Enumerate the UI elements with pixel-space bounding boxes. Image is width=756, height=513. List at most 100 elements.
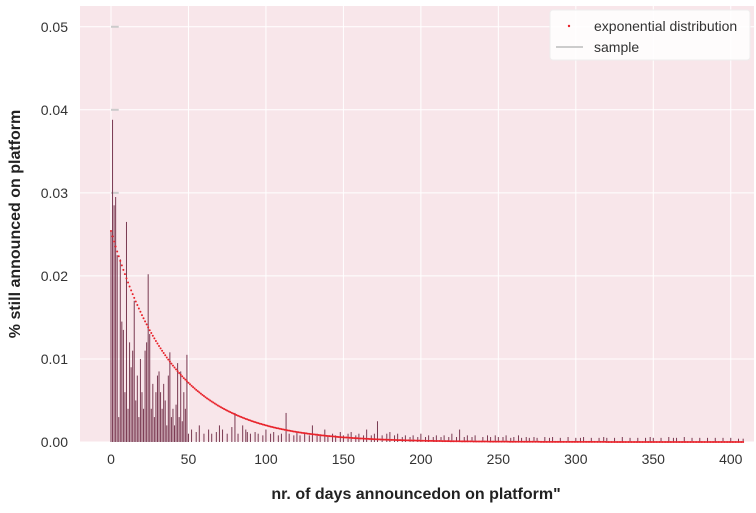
sample-bar	[567, 437, 569, 442]
exponential-point	[235, 414, 238, 417]
exponential-point	[700, 440, 703, 443]
exponential-point	[440, 440, 443, 443]
exponential-point	[605, 440, 608, 443]
exponential-point	[281, 428, 284, 431]
sample-bar	[327, 435, 329, 442]
exponential-point	[565, 440, 568, 443]
exponential-point	[257, 422, 260, 425]
exponential-point	[501, 440, 504, 443]
sample-bar	[187, 433, 189, 442]
exponential-point	[285, 429, 288, 432]
sample-bar	[417, 437, 419, 442]
exponential-point	[210, 400, 213, 403]
exponential-point	[388, 438, 391, 441]
exponential-point	[694, 440, 697, 443]
exponential-point	[114, 245, 117, 248]
exponential-point	[734, 440, 737, 443]
y-tick-label: 0.03	[41, 185, 68, 201]
exponential-point	[158, 345, 161, 348]
exponential-point	[500, 440, 503, 443]
sample-bar	[167, 375, 169, 442]
exponential-point	[554, 440, 557, 443]
sample-bar	[714, 437, 716, 442]
exponential-point	[596, 440, 599, 443]
sample-bar	[471, 437, 473, 442]
exponential-point	[495, 440, 498, 443]
exponential-point	[709, 440, 712, 443]
exponential-point	[348, 436, 351, 439]
exponential-point	[128, 285, 131, 288]
exponential-point	[632, 440, 635, 443]
sample-bar	[316, 433, 318, 442]
exponential-point	[708, 440, 711, 443]
exponential-point	[684, 440, 687, 443]
exponential-point	[667, 440, 670, 443]
exponential-point	[241, 416, 244, 419]
sample-bar	[246, 432, 248, 442]
exponential-point	[161, 349, 164, 352]
exponential-point	[393, 438, 396, 441]
exponential-point	[590, 440, 593, 443]
exponential-point	[562, 440, 565, 443]
exponential-point	[308, 432, 311, 435]
sample-bar	[175, 404, 177, 442]
exponential-point	[433, 439, 436, 442]
sample-bar	[273, 432, 275, 442]
exponential-point	[137, 307, 140, 310]
sample-bar	[280, 433, 282, 442]
x-tick-label: 300	[564, 451, 588, 467]
sample-bar	[621, 437, 623, 442]
exponential-point	[309, 433, 312, 436]
exponential-point	[649, 440, 652, 443]
sample-bar	[614, 437, 616, 442]
exponential-point	[735, 440, 738, 443]
exponential-point	[650, 440, 653, 443]
sample-bar	[257, 433, 259, 442]
exponential-point	[673, 440, 676, 443]
exponential-point	[260, 423, 263, 426]
sample-bar	[699, 437, 701, 442]
exponential-point	[622, 440, 625, 443]
exponential-point	[714, 440, 717, 443]
sample-bar	[170, 417, 172, 442]
sample-bar	[198, 425, 200, 442]
exponential-point	[134, 300, 137, 303]
sample-bar	[138, 417, 140, 442]
y-tick-label: 0.01	[41, 351, 68, 367]
exponential-point	[466, 440, 469, 443]
exponential-point	[453, 440, 456, 443]
exponential-point	[474, 440, 477, 443]
sample-bar	[299, 435, 301, 442]
sample-bar	[533, 437, 535, 442]
exponential-point	[162, 352, 165, 355]
exponential-point	[718, 440, 721, 443]
exponential-point	[508, 440, 511, 443]
exponential-point	[461, 440, 464, 443]
exponential-point	[532, 440, 535, 443]
sample-bar	[147, 274, 149, 442]
sample-bar	[645, 437, 647, 442]
sample-bar	[160, 392, 162, 442]
sample-bar	[691, 437, 693, 442]
exponential-point	[515, 440, 518, 443]
exponential-point	[452, 440, 455, 443]
x-axis-title: nr. of days announcedon on platform"	[271, 486, 560, 503]
y-axis-title: % still announced on platform	[7, 110, 24, 338]
exponential-point	[469, 440, 472, 443]
sample-bar	[119, 259, 121, 442]
sample-bar	[456, 437, 458, 442]
exponential-point	[726, 440, 729, 443]
exponential-point	[223, 407, 226, 410]
exponential-point	[720, 440, 723, 443]
exponential-point	[475, 440, 478, 443]
exponential-point	[399, 439, 402, 442]
exponential-point	[164, 354, 167, 357]
sample-bar	[668, 437, 670, 442]
sample-bar	[394, 435, 396, 442]
sample-bar	[195, 432, 197, 442]
exponential-point	[390, 438, 393, 441]
exponential-point	[523, 440, 526, 443]
sample-bar	[124, 392, 126, 442]
sample-bars	[110, 119, 744, 442]
sample-bar	[115, 197, 117, 442]
